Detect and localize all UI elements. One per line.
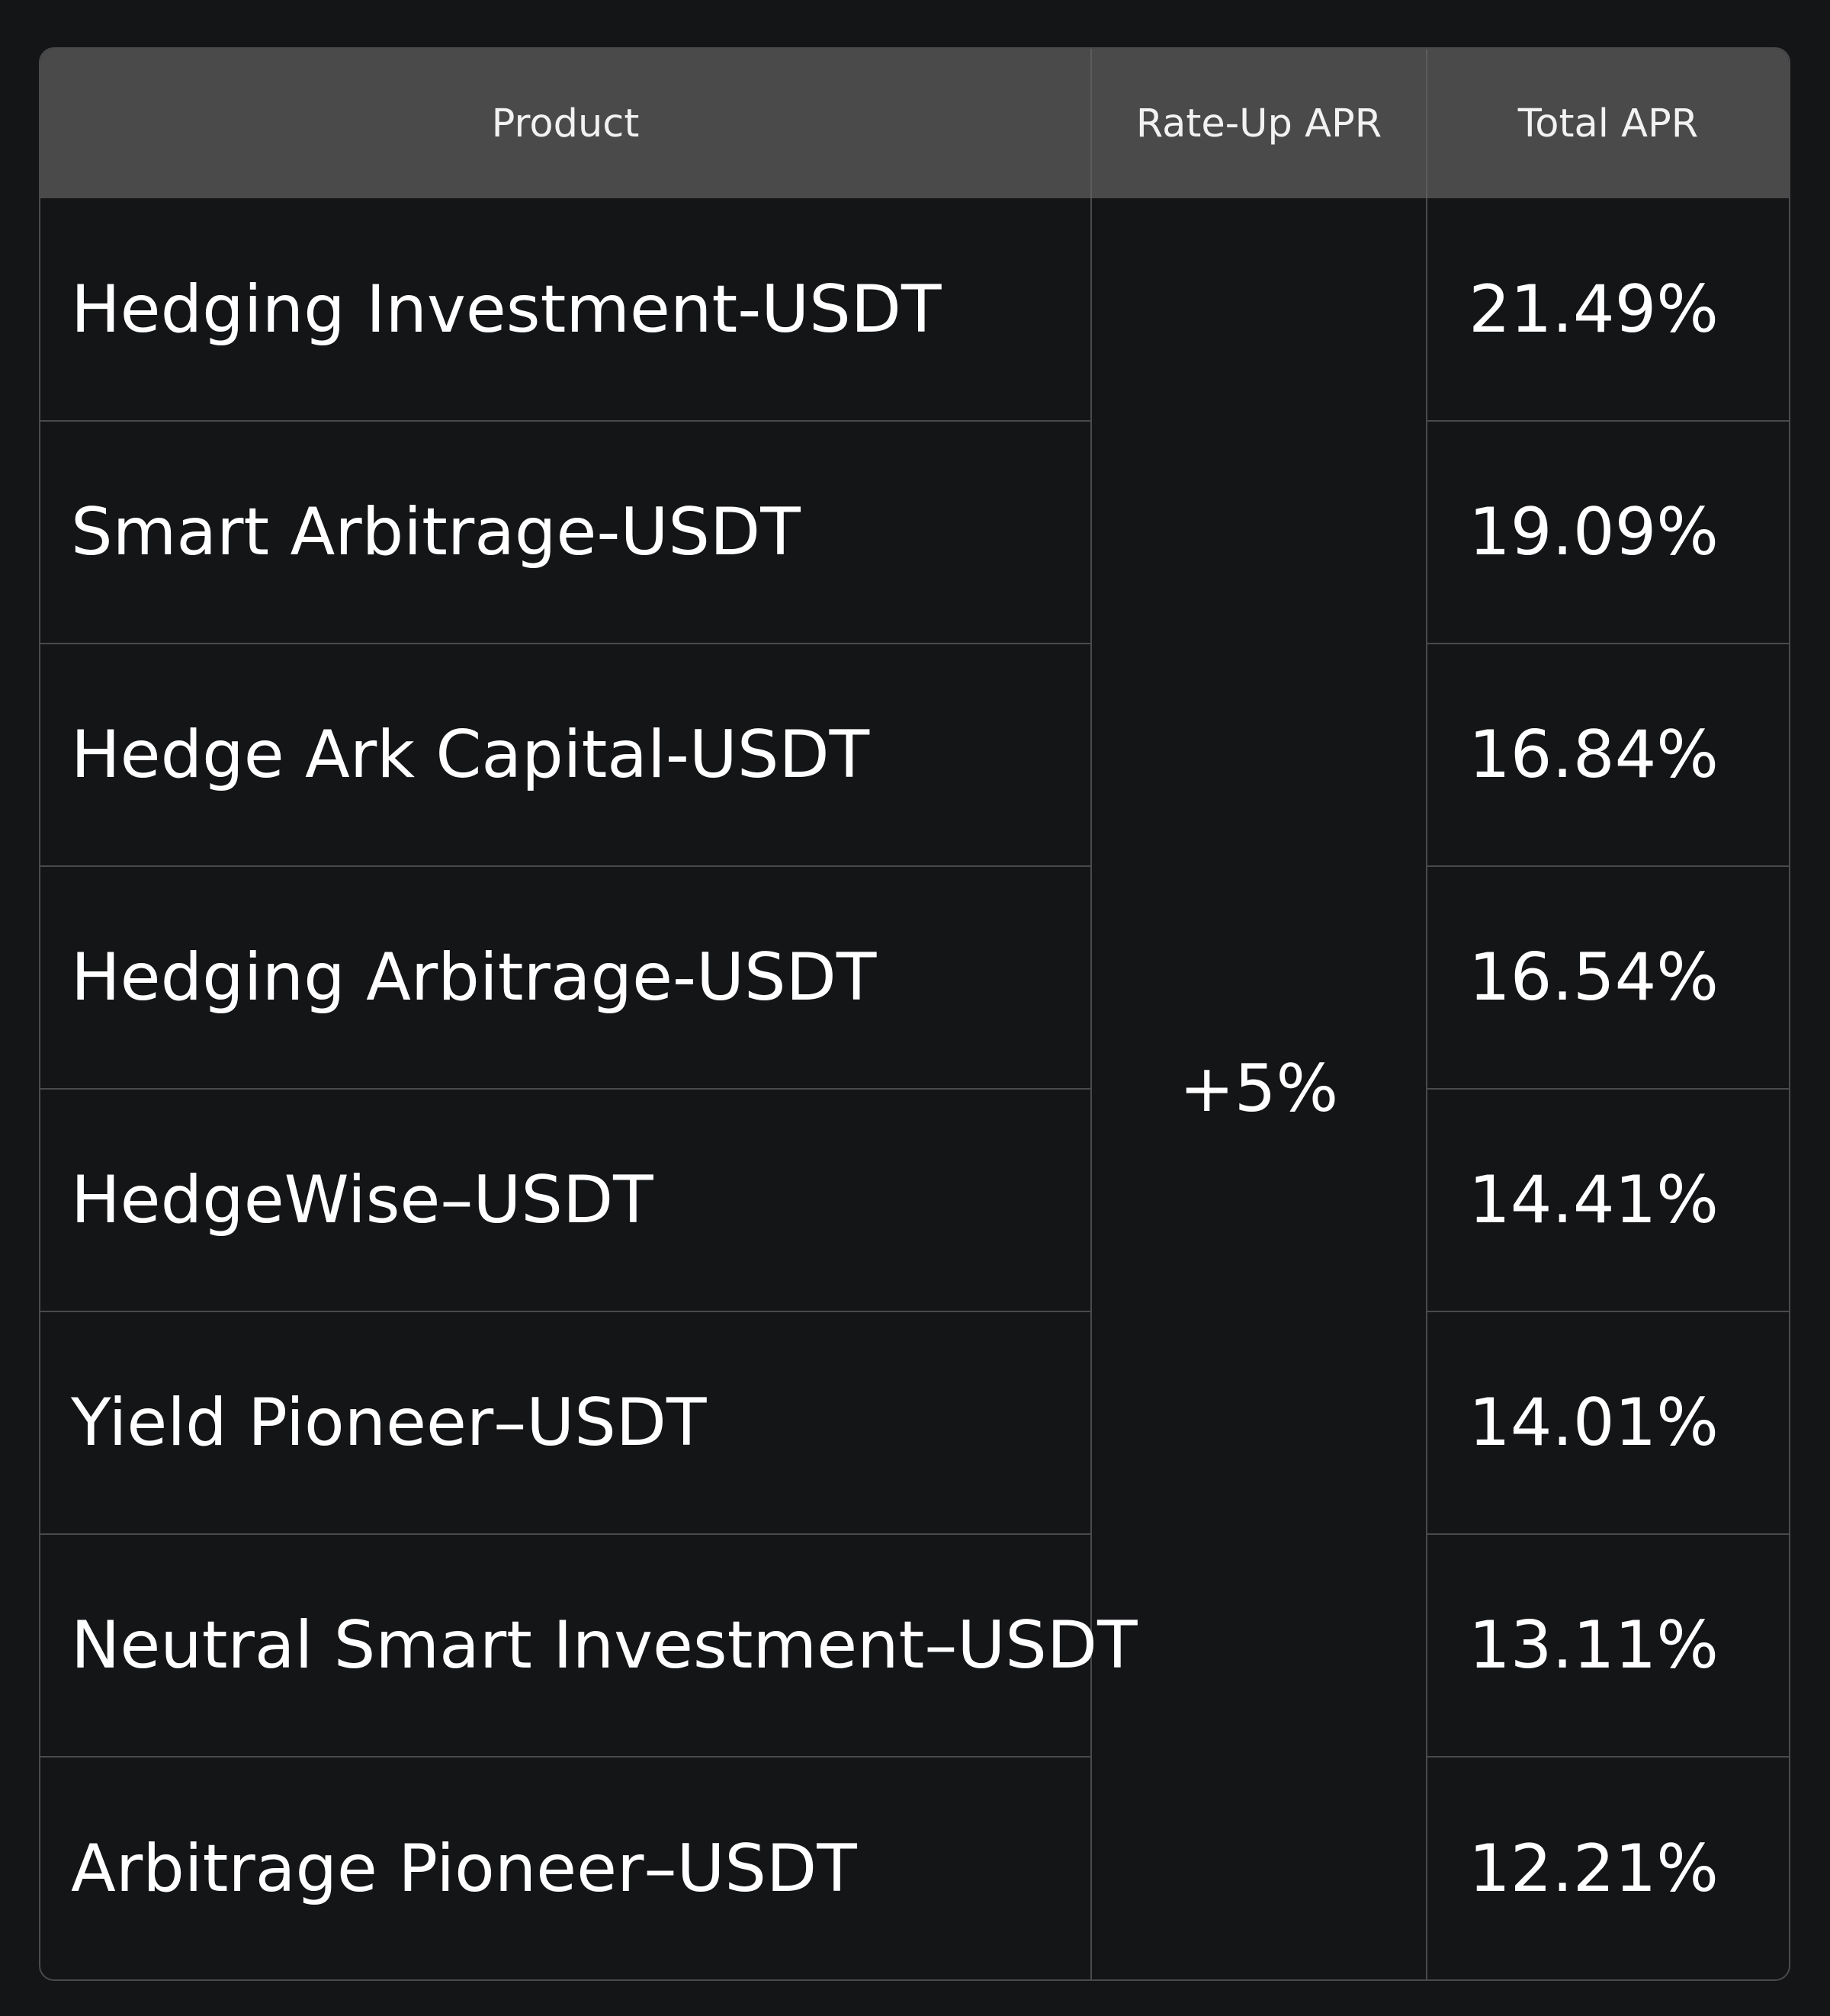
product-name: Arbitrage Pioneer–USDT <box>40 1756 1091 1979</box>
product-name: Neutral Smart Investment–USDT <box>40 1533 1138 1757</box>
rate-up-apr-value: +5% <box>1090 198 1427 1979</box>
table-row: Hedging Investment-USDT +5% 21.49% <box>40 198 1789 1979</box>
table-row: Hedging Arbitrage-USDT 16.54% <box>40 865 1789 1089</box>
total-apr-value: 16.84% <box>1426 643 1789 866</box>
apr-table: Product Rate-Up APR Total APR Hedging In… <box>39 47 1790 1981</box>
product-name: Hedging Arbitrage-USDT <box>40 865 1091 1089</box>
table-row: Yield Pioneer–USDT 14.01% <box>40 1311 1789 1534</box>
product-name: Hedge Ark Capital-USDT <box>40 643 1091 866</box>
total-apr-value: 12.21% <box>1426 1756 1789 1979</box>
total-apr-value: 19.09% <box>1426 420 1789 644</box>
table-row: HedgeWise–USDT 14.41% <box>40 1088 1789 1311</box>
product-name: Yield Pioneer–USDT <box>40 1311 1091 1534</box>
header-rate-up-apr: Rate-Up APR <box>1090 49 1427 198</box>
total-apr-value: 21.49% <box>1426 198 1789 421</box>
total-apr-value: 13.11% <box>1426 1533 1789 1757</box>
header-product: Product <box>40 49 1091 198</box>
product-name: HedgeWise–USDT <box>40 1088 1091 1311</box>
header-total-apr: Total APR <box>1426 49 1789 198</box>
table-row: Hedge Ark Capital-USDT 16.84% <box>40 643 1789 866</box>
product-name: Smart Arbitrage-USDT <box>40 420 1091 644</box>
table-header-row: Product Rate-Up APR Total APR <box>40 49 1789 198</box>
table-row: Neutral Smart Investment–USDT 13.11% <box>40 1533 1789 1757</box>
table-row: Arbitrage Pioneer–USDT 12.21% <box>40 1756 1789 1979</box>
table-row: Smart Arbitrage-USDT 19.09% <box>40 420 1789 644</box>
product-name: Hedging Investment-USDT <box>71 271 942 348</box>
total-apr-value: 16.54% <box>1426 865 1789 1089</box>
total-apr-value: 14.41% <box>1426 1088 1789 1311</box>
apr-table-grid: Product Rate-Up APR Total APR Hedging In… <box>40 49 1789 1979</box>
total-apr-value: 14.01% <box>1426 1311 1789 1534</box>
